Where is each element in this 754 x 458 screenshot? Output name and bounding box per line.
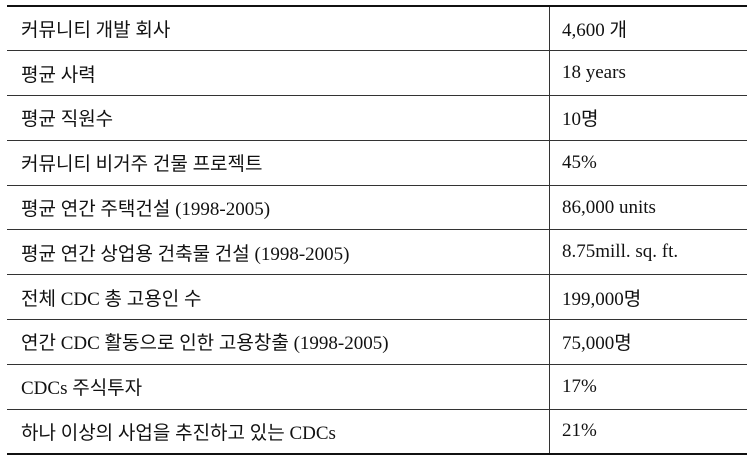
table-row: 하나 이상의 사업을 추진하고 있는 CDCs 21% (7, 408, 747, 455)
row-label: 전체 CDC 총 고용인 수 (7, 274, 550, 320)
row-value: 75,000명 (549, 319, 747, 365)
table-row: CDCs 주식투자 17% (7, 363, 747, 410)
table-row: 커뮤니티 개발 회사 4,600 개 (7, 5, 747, 51)
row-label: 평균 연간 상업용 건축물 건설 (1998-2005) (7, 229, 550, 275)
row-label: CDCs 주식투자 (7, 363, 550, 410)
table-row: 평균 직원수 10명 (7, 95, 747, 141)
row-value: 45% (549, 139, 747, 186)
row-value: 17% (549, 363, 747, 410)
row-value: 18 years (549, 50, 747, 96)
row-label: 커뮤니티 비거주 건물 프로젝트 (7, 139, 550, 186)
data-table: 커뮤니티 개발 회사 4,600 개 평균 사력 18 years 평균 직원수 10명 커… (7, 5, 747, 455)
row-label: 연간 CDC 활동으로 인한 고용창출 (1998-2005) (7, 319, 550, 365)
row-label: 평균 사력 (7, 50, 550, 96)
table-row: 커뮤니티 비거주 건물 프로젝트 45% (7, 139, 747, 186)
row-value: 8.75mill. sq. ft. (549, 229, 747, 275)
row-value: 86,000 units (549, 184, 747, 230)
table-row: 연간 CDC 활동으로 인한 고용창출 (1998-2005) 75,000명 (7, 319, 747, 365)
row-label: 커뮤니티 개발 회사 (7, 5, 550, 51)
row-label: 하나 이상의 사업을 추진하고 있는 CDCs (7, 408, 550, 455)
row-label: 평균 직원수 (7, 95, 550, 141)
table-row: 평균 연간 주택건설 (1998-2005) 86,000 units (7, 184, 747, 230)
row-value: 10명 (549, 95, 747, 141)
row-value: 199,000명 (549, 274, 747, 320)
row-value: 21% (549, 408, 747, 455)
row-label: 평균 연간 주택건설 (1998-2005) (7, 184, 550, 230)
table-row: 전체 CDC 총 고용인 수 199,000명 (7, 274, 747, 320)
table-row: 평균 사력 18 years (7, 50, 747, 96)
row-value: 4,600 개 (549, 5, 747, 51)
table-row: 평균 연간 상업용 건축물 건설 (1998-2005) 8.75mill. sq… (7, 229, 747, 275)
